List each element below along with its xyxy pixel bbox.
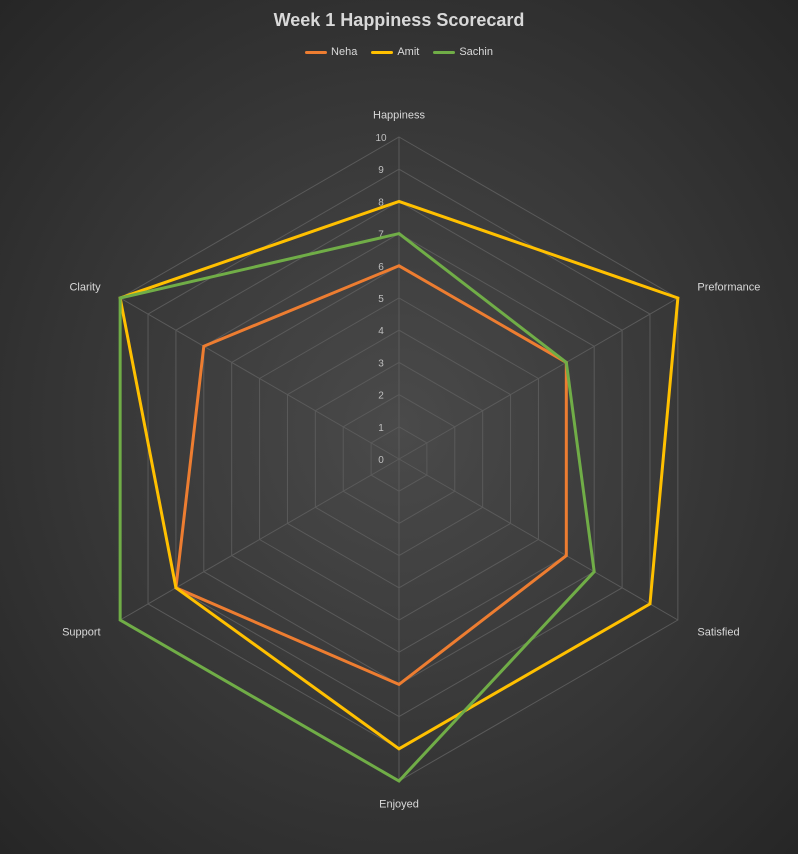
radial-tick-label: 1 (378, 423, 384, 434)
legend-item-amit: Amit (371, 46, 419, 58)
legend: Neha Amit Sachin (0, 46, 798, 58)
legend-label-amit: Amit (397, 46, 420, 58)
legend-swatch-amit (371, 50, 394, 54)
grid-spoke-4 (119, 458, 400, 621)
grid-spoke-1 (398, 297, 679, 460)
category-label: Preformance (697, 282, 760, 294)
radial-tick-label: 9 (378, 165, 384, 176)
legend-item-neha: Neha (305, 46, 357, 58)
radial-tick-label: 8 (378, 197, 384, 208)
category-label: Satisfied (697, 626, 739, 638)
radial-tick-label: 3 (378, 358, 384, 369)
category-label: Enjoyed (379, 799, 419, 811)
legend-label-sachin: Sachin (459, 46, 493, 58)
legend-swatch-neha (305, 50, 328, 54)
chart-title: Week 1 Happiness Scorecard (273, 10, 525, 30)
legend-item-sachin: Sachin (433, 46, 493, 58)
legend-swatch-sachin (433, 50, 456, 54)
radial-tick-label: 0 (378, 455, 384, 466)
radial-tick-label: 6 (378, 262, 384, 273)
grid-spoke-2 (398, 458, 679, 621)
legend-label-neha: Neha (331, 46, 358, 58)
category-label: Support (62, 626, 101, 638)
radial-tick-label: 7 (378, 230, 384, 241)
series-line-sachin (118, 231, 596, 783)
radial-tick-label: 5 (378, 294, 384, 305)
radial-tick-label: 10 (375, 133, 387, 144)
radial-tick-label: 4 (378, 326, 384, 337)
grid-spoke-5 (119, 297, 400, 460)
category-label: Happiness (373, 109, 425, 121)
radial-tick-label: 2 (378, 391, 384, 402)
category-label: Clarity (69, 282, 101, 294)
